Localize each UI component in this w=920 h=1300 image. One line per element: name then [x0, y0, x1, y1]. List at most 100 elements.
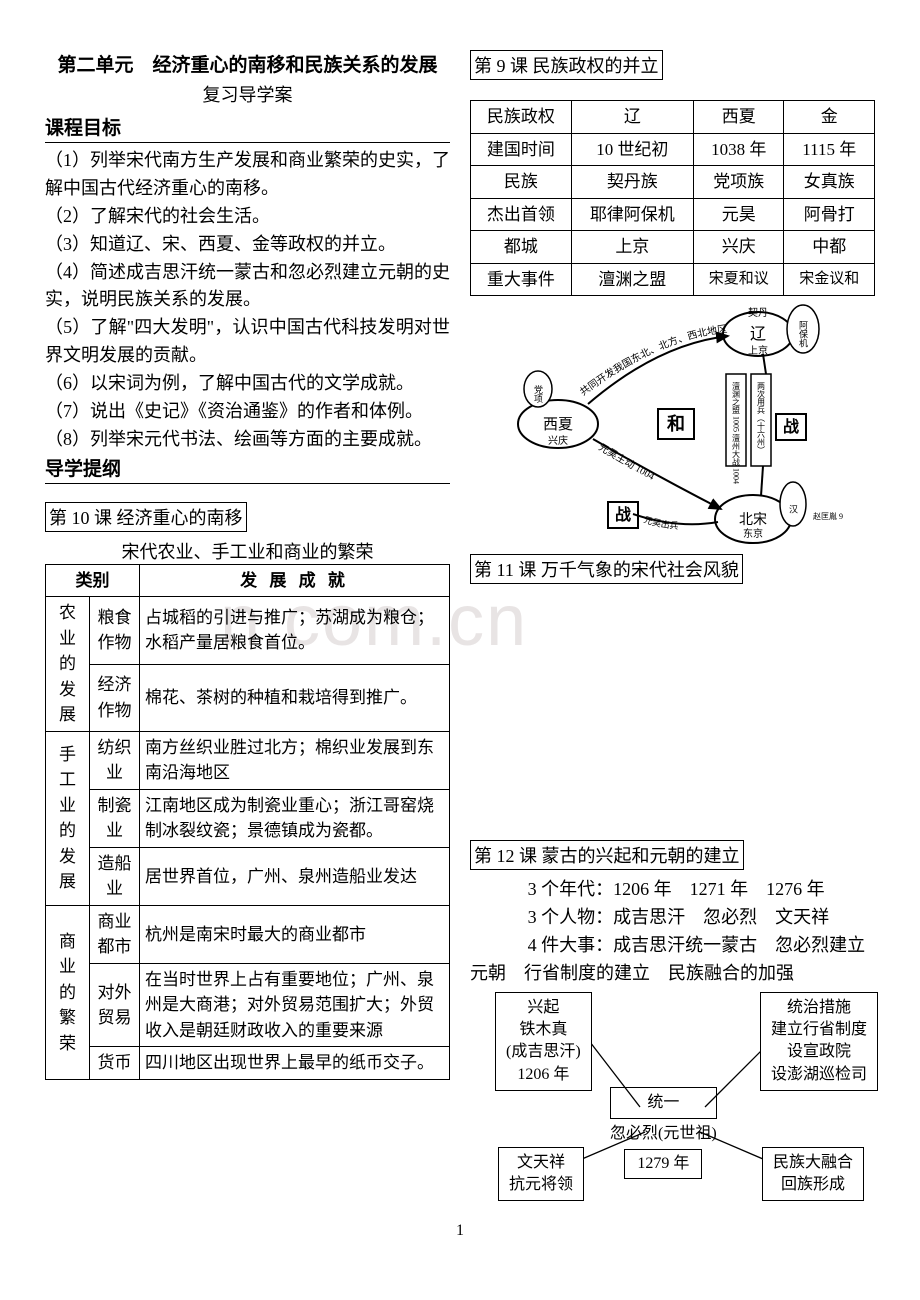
mg-n4-0: 文天祥 — [509, 1152, 573, 1174]
econ-g1-5: 商业的繁荣 — [46, 905, 90, 1079]
econ-g2-5: 商业都市 — [90, 905, 140, 963]
econ-g2-6: 对外贸易 — [90, 963, 140, 1047]
rt-r4c2: 宋夏和议 — [693, 263, 783, 296]
rt-h2: 西夏 — [693, 101, 783, 134]
svg-text:元昊主动 1004: 元昊主动 1004 — [596, 442, 656, 483]
mg-n3-2: 设宣政院 — [771, 1041, 867, 1063]
mg-n3-0: 统治措施 — [771, 997, 867, 1019]
econ-g1-0: 农业的发展 — [46, 597, 90, 732]
econ-c-7: 四川地区出现世界上最早的纸币交子。 — [140, 1047, 450, 1080]
rt-r0c3: 1115 年 — [784, 133, 875, 166]
rt-r0c1: 10 世纪初 — [571, 133, 693, 166]
two-column-layout: 第二单元 经济重心的南移和民族关系的发展 复习导学案 课程目标 （1）列举宋代南… — [45, 50, 875, 1202]
svg-text:北宋: 北宋 — [739, 512, 767, 528]
mongol-n2: 统一 忽必烈(元世祖) 1279 年 — [610, 1087, 717, 1179]
mg-n4-1: 抗元将领 — [509, 1174, 573, 1196]
goal-5: （5）了解"四大发明"，认识中国古代科技发明对世界文明发展的贡献。 — [45, 314, 450, 370]
econ-g2-0: 粮食作物 — [90, 597, 140, 664]
mg-n2-1: 忽必烈(元世祖) — [610, 1122, 717, 1146]
mg-n2-0: 统一 — [610, 1087, 717, 1119]
goal-1: （1）列举宋代南方生产发展和商业繁荣的史实，了解中国古代经济重心的南移。 — [45, 147, 450, 203]
econ-c-6: 在当时世界上占有重要地位；广州、泉州是大商港；对外贸易范围扩大；外贸收入是朝廷财… — [140, 963, 450, 1047]
svg-text:西夏: 西夏 — [542, 417, 572, 433]
l12-line-3: 元朝 行省制度的建立 民族融合的加强 — [470, 960, 875, 988]
rt-r3c1: 上京 — [571, 231, 693, 264]
lesson9-box: 第 9 课 民族政权的并立 — [470, 50, 663, 80]
lesson10-subtitle: 宋代农业、手工业和商业的繁荣 — [45, 538, 450, 564]
mg-n5-0: 民族大融合 — [773, 1152, 853, 1174]
svg-text:澶渊之盟 1005 澶州大战 1004: 澶渊之盟 1005 澶州大战 1004 — [731, 381, 740, 484]
econ-th-achv: 发 展 成 就 — [140, 564, 450, 597]
mg-n5-1: 回族形成 — [773, 1174, 853, 1196]
rt-r3c0: 都城 — [471, 231, 572, 264]
svg-text:元昊出兵: 元昊出兵 — [642, 514, 679, 531]
econ-c-3: 江南地区成为制瓷业重心；浙江哥窑烧制冰裂纹瓷；景德镇成为瓷都。 — [140, 789, 450, 847]
rt-r2c3: 阿骨打 — [784, 198, 875, 231]
l12-line-1: 3 个人物：成吉思汗 忽必烈 文天祥 — [470, 904, 875, 932]
rt-r2c1: 耶律阿保机 — [571, 198, 693, 231]
rt-r1c1: 契丹族 — [571, 166, 693, 199]
goal-header: 课程目标 — [45, 113, 450, 143]
rt-h1: 辽 — [571, 101, 693, 134]
mongol-n4: 文天祥 抗元将领 — [498, 1147, 584, 1202]
rt-h0: 民族政权 — [471, 101, 572, 134]
right-column: 第 9 课 民族政权的并立 民族政权 辽 西夏 金 建国时间10 世纪初1038… — [470, 50, 875, 1202]
mg-n1-1: 铁木真 — [506, 1019, 581, 1041]
econ-g2-1: 经济作物 — [90, 664, 140, 731]
svg-text:汉: 汉 — [788, 504, 798, 514]
goal-6: （6）以宋词为例，了解中国古代的文学成就。 — [45, 370, 450, 398]
unit-title: 第二单元 经济重心的南移和民族关系的发展 — [45, 50, 450, 77]
svg-text:战: 战 — [782, 418, 798, 436]
econ-g2-2: 纺织业 — [90, 731, 140, 789]
lesson12-box: 第 12 课 蒙古的兴起和元朝的建立 — [470, 840, 744, 870]
outline-header: 导学提纲 — [45, 454, 450, 484]
blank-space — [470, 590, 875, 840]
svg-text:阿保机: 阿保机 — [798, 320, 808, 348]
lesson11-box: 第 11 课 万千气象的宋代社会风貌 — [470, 554, 743, 584]
econ-g1-2: 手工业的发展 — [46, 731, 90, 905]
mongol-n1: 兴起 铁木真 (成吉思汗) 1206 年 — [495, 992, 592, 1092]
rt-r3c3: 中都 — [784, 231, 875, 264]
mg-n3-1: 建立行省制度 — [771, 1019, 867, 1041]
svg-text:党项: 党项 — [533, 384, 543, 404]
rt-r4c0: 重大事件 — [471, 263, 572, 296]
rt-r3c2: 兴庆 — [693, 231, 783, 264]
econ-c-1: 棉花、茶树的种植和栽培得到推广。 — [140, 664, 450, 731]
econ-c-5: 杭州是南宋时最大的商业都市 — [140, 905, 450, 963]
svg-text:两次用兵（十六州）: 两次用兵（十六州） — [756, 382, 765, 454]
svg-text:辽: 辽 — [749, 325, 765, 343]
mg-n1-2: (成吉思汗) — [506, 1041, 581, 1063]
rt-r2c2: 元昊 — [693, 198, 783, 231]
rt-r1c2: 党项族 — [693, 166, 783, 199]
mongol-diagram: 兴起 铁木真 (成吉思汗) 1206 年 统治措施 建立行省制度 设宣政院 设澎… — [470, 992, 870, 1202]
econ-c-4: 居世界首位，广州、泉州造船业发达 — [140, 847, 450, 905]
page-number: 1 — [45, 1222, 875, 1240]
svg-text:契丹: 契丹 — [748, 306, 768, 319]
subtitle: 复习导学案 — [45, 81, 450, 107]
l12-line-0: 3 个年代：1206 年 1271 年 1276 年 — [470, 876, 875, 904]
econ-c-0: 占城稻的引进与推广；苏湖成为粮仓；水稻产量居粮食首位。 — [140, 597, 450, 664]
goal-3: （3）知道辽、宋、西夏、金等政权的并立。 — [45, 231, 450, 259]
mongol-n3: 统治措施 建立行省制度 设宣政院 设澎湖巡检司 — [760, 992, 878, 1092]
goal-8: （8）列举宋元代书法、绘画等方面的主要成就。 — [45, 426, 450, 454]
econ-th-category: 类别 — [46, 564, 140, 597]
mongol-n5: 民族大融合 回族形成 — [762, 1147, 864, 1202]
svg-text:战: 战 — [614, 506, 630, 524]
econ-c-2: 南方丝织业胜过北方；棉织业发展到东南沿海地区 — [140, 731, 450, 789]
econ-g2-4: 造船业 — [90, 847, 140, 905]
mg-n3-3: 设澎湖巡检司 — [771, 1064, 867, 1086]
lesson10-box: 第 10 课 经济重心的南移 — [45, 502, 247, 532]
rt-h3: 金 — [784, 101, 875, 134]
econ-g2-7: 货币 — [90, 1047, 140, 1080]
svg-text:赵匡胤 960: 赵匡胤 960 — [813, 511, 843, 521]
regime-table: 民族政权 辽 西夏 金 建国时间10 世纪初1038 年1115 年 民族契丹族… — [470, 100, 875, 296]
rt-r0c0: 建国时间 — [471, 133, 572, 166]
rt-r4c3: 宋金议和 — [784, 263, 875, 296]
svg-text:东京: 东京 — [743, 527, 763, 540]
svg-text:上京: 上京 — [748, 344, 768, 357]
svg-text:兴庆: 兴庆 — [548, 434, 568, 447]
econ-g2-3: 制瓷业 — [90, 789, 140, 847]
mg-n2-2: 1279 年 — [624, 1149, 702, 1179]
l12-line-2: 4 件大事：成吉思汗统一蒙古 忽必烈建立 — [470, 932, 875, 960]
rt-r1c3: 女真族 — [784, 166, 875, 199]
